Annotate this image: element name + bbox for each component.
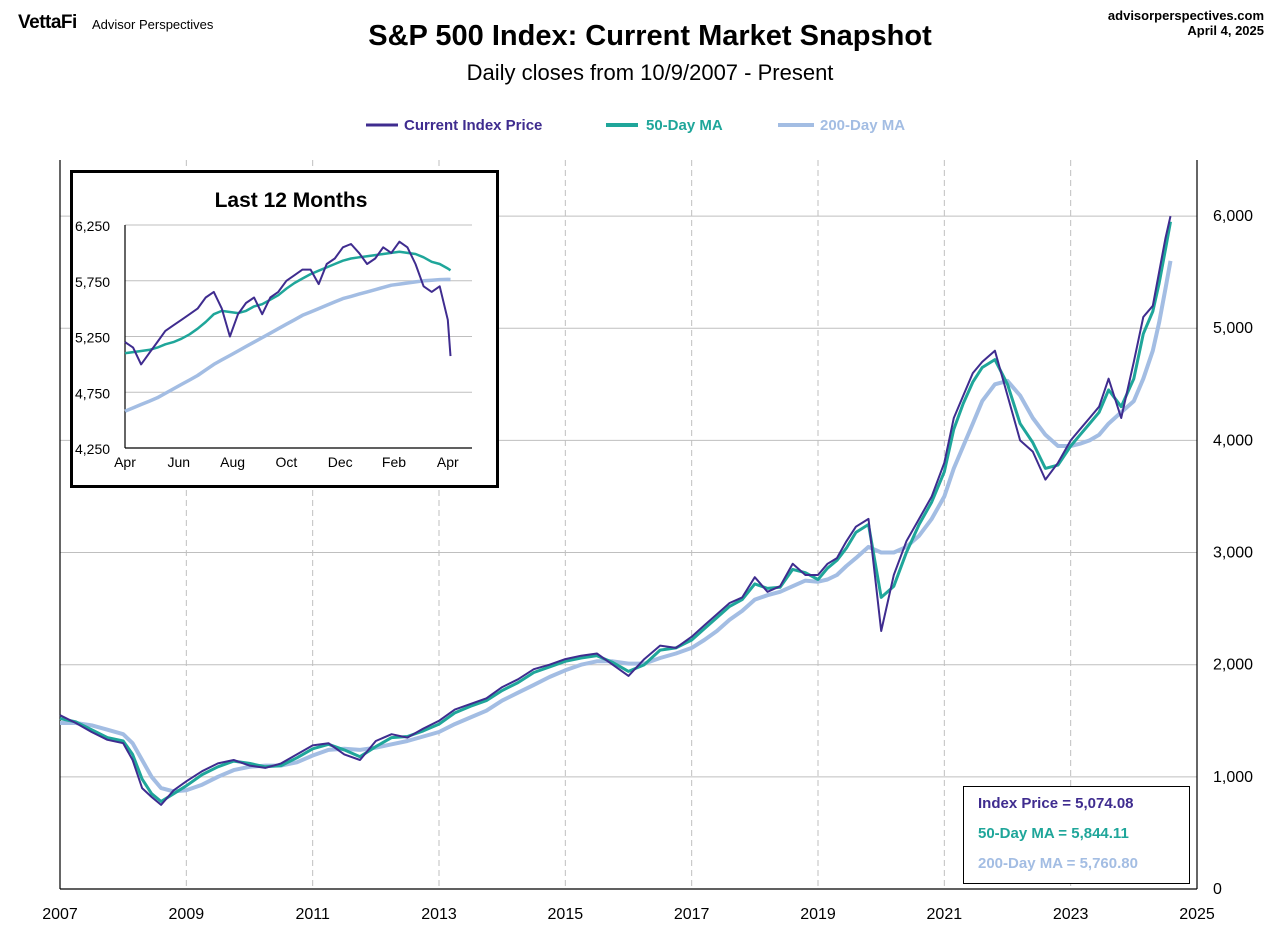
- chart-subtitle: Daily closes from 10/9/2007 - Present: [466, 60, 834, 85]
- legend: Current Index Price 50-Day MA 200-Day MA: [366, 117, 905, 134]
- series-ma200-line: [124, 277, 451, 413]
- x-tick-label: 2025: [1179, 906, 1215, 923]
- site-url: advisorperspectives.com: [1107, 8, 1264, 23]
- x-tick-label: 2017: [674, 906, 710, 923]
- series-price-line: [124, 240, 452, 366]
- brand-logo: VettaFi: [18, 12, 77, 33]
- main-chart-ticks: 0 1,000 2,000 3,000 4,000 5,000 6,000 2007 2009 2…: [42, 208, 1253, 923]
- x-tick-label: 2011: [295, 906, 330, 923]
- x-tick-label: 2007: [42, 906, 78, 923]
- x-tick-label: 2013: [421, 906, 457, 923]
- y-tick-label: 3,000: [1213, 545, 1253, 562]
- series-price-line: [59, 215, 1172, 806]
- x-tick-label: 2023: [1053, 906, 1089, 923]
- legend-label-price: Current Index Price: [404, 117, 542, 134]
- x-tick-label: Feb: [382, 454, 406, 470]
- y-tick-label: 5,000: [1213, 320, 1253, 337]
- legend-label-ma200: 200-Day MA: [820, 117, 905, 134]
- inset-chart-grid: [124, 224, 472, 449]
- series-ma50-line: [59, 221, 1172, 803]
- inset-chart: Last 12 Months 4,250 4,750 5,250 5,750 6,250…: [75, 189, 472, 470]
- x-tick-label: 2019: [800, 906, 836, 923]
- chart-title: S&P 500 Index: Current Market Snapshot: [368, 20, 932, 52]
- x-tick-label: Dec: [328, 454, 353, 470]
- y-tick-label: 0: [1213, 881, 1222, 898]
- y-tick-label: 6,250: [75, 218, 110, 234]
- y-tick-label: 5,750: [75, 274, 110, 290]
- y-tick-label: 4,750: [75, 385, 110, 401]
- value-price: Index Price = 5,074.08: [978, 795, 1134, 812]
- chart-date: April 4, 2025: [1187, 23, 1264, 38]
- y-tick-label: 6,000: [1213, 208, 1253, 225]
- y-tick-label: 2,000: [1213, 657, 1253, 674]
- brand-subtitle: Advisor Perspectives: [92, 17, 214, 32]
- value-ma50: 50-Day MA = 5,844.11: [978, 825, 1129, 842]
- x-tick-label: Jun: [168, 454, 191, 470]
- y-tick-label: 4,250: [75, 441, 110, 457]
- x-tick-label: Apr: [437, 454, 459, 470]
- x-tick-label: Apr: [114, 454, 136, 470]
- inset-chart-frame: Last 12 Months 4,250 4,750 5,250 5,750 6,250…: [70, 170, 499, 488]
- y-tick-label: 1,000: [1213, 769, 1253, 786]
- inset-title: Last 12 Months: [215, 189, 368, 212]
- main-chart-series: [59, 215, 1173, 806]
- value-ma200: 200-Day MA = 5,760.80: [978, 855, 1138, 872]
- x-tick-label: Oct: [276, 454, 298, 470]
- main-chart-grid: [59, 160, 1198, 890]
- inset-chart-ticks: 4,250 4,750 5,250 5,750 6,250 Apr Jun Aug Oct Dec…: [75, 218, 459, 470]
- x-tick-label: 2009: [169, 906, 205, 923]
- x-tick-label: 2021: [927, 906, 963, 923]
- x-tick-label: 2015: [548, 906, 584, 923]
- inset-chart-series: [124, 240, 452, 413]
- value-box: Index Price = 5,074.08 50-Day MA = 5,844…: [963, 786, 1190, 884]
- y-tick-label: 4,000: [1213, 432, 1253, 449]
- series-ma50-line: [124, 250, 452, 355]
- y-tick-label: 5,250: [75, 330, 110, 346]
- x-tick-label: Aug: [220, 454, 245, 470]
- legend-label-ma50: 50-Day MA: [646, 117, 723, 134]
